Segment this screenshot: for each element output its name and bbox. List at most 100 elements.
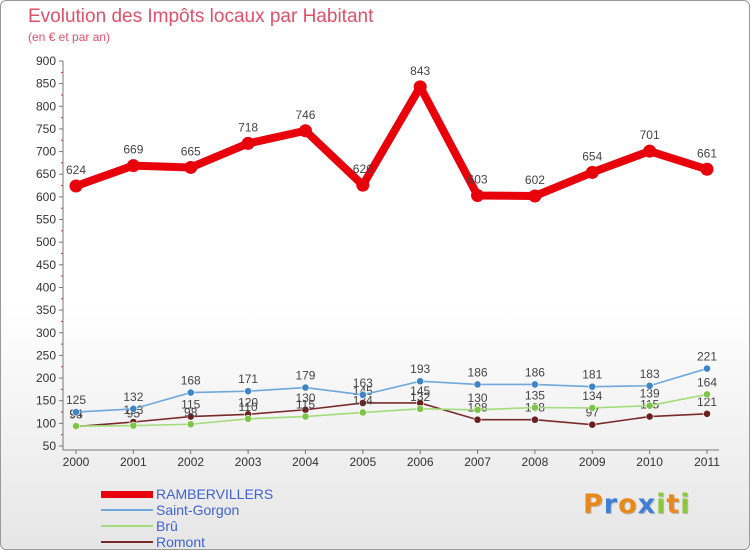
y-tick-label: 350 xyxy=(36,303,56,317)
data-point xyxy=(184,160,198,174)
x-tick-label: 2004 xyxy=(292,455,319,469)
data-point xyxy=(413,80,427,94)
data-point xyxy=(588,420,597,429)
data-label: 121 xyxy=(697,395,717,409)
series-line-br- xyxy=(75,393,708,427)
data-label: 130 xyxy=(295,391,315,405)
y-tick-label: 300 xyxy=(36,326,56,340)
data-label: 193 xyxy=(410,362,430,376)
data-label: 135 xyxy=(525,389,545,403)
data-point xyxy=(645,381,654,390)
data-point xyxy=(129,404,138,413)
logo-letter: P xyxy=(583,489,604,520)
data-point xyxy=(700,162,714,176)
series-line-romont xyxy=(75,402,708,428)
data-point xyxy=(358,399,367,407)
x-tick-label: 2010 xyxy=(636,455,663,469)
data-label: 181 xyxy=(582,368,602,382)
data-label: 624 xyxy=(66,163,86,177)
data-point xyxy=(72,408,80,416)
proxiti-logo: Proxiti xyxy=(583,489,691,520)
data-point xyxy=(186,388,195,397)
data-point xyxy=(703,409,711,418)
chart-title: Evolution des Impôts locaux par Habitant xyxy=(28,6,374,27)
legend-label: Saint-Gorgon xyxy=(156,502,240,518)
data-label: 179 xyxy=(295,369,315,383)
data-point xyxy=(186,412,195,421)
y-tick-label: 50 xyxy=(43,439,57,453)
data-point xyxy=(301,412,310,421)
x-tick-label: 2008 xyxy=(522,455,549,469)
legend: RAMBERVILLERS Saint-Gorgon Brû Romont xyxy=(101,486,273,549)
data-point xyxy=(645,401,654,410)
data-point xyxy=(588,382,597,391)
data-label: 115 xyxy=(181,398,200,412)
y-tick-label: 900 xyxy=(36,54,56,68)
data-point xyxy=(531,415,539,424)
data-point xyxy=(69,179,83,193)
data-point xyxy=(358,390,367,399)
data-point xyxy=(244,387,252,396)
data-point xyxy=(471,189,485,203)
data-point xyxy=(244,414,252,423)
data-point xyxy=(358,408,367,417)
legend-item: Romont xyxy=(101,534,273,549)
data-label: 145 xyxy=(410,384,430,398)
legend-item: RAMBERVILLERS xyxy=(101,486,273,502)
logo-letter: t xyxy=(666,489,681,520)
logo-letter: i xyxy=(656,489,667,520)
data-label: 132 xyxy=(123,390,143,404)
chart-subtitle: (en € et par an) xyxy=(28,30,111,44)
data-point xyxy=(703,390,711,399)
data-label: 110 xyxy=(239,400,258,414)
data-label: 168 xyxy=(181,374,201,388)
x-tick-label: 2009 xyxy=(579,455,606,469)
data-label: 603 xyxy=(468,173,488,187)
x-tick-label: 2005 xyxy=(349,455,376,469)
y-tick-label: 850 xyxy=(36,77,56,91)
data-point xyxy=(129,421,138,430)
legend-swatch xyxy=(101,509,153,511)
series-line-rambervillers xyxy=(72,82,711,200)
data-label: 602 xyxy=(525,173,545,187)
legend-swatch xyxy=(101,490,153,498)
x-tick-label: 2006 xyxy=(407,455,434,469)
data-point xyxy=(588,404,597,412)
data-label: 125 xyxy=(66,393,86,407)
data-label: 221 xyxy=(697,350,717,364)
data-point xyxy=(531,380,539,389)
data-point xyxy=(356,178,370,192)
data-point xyxy=(473,415,482,424)
y-tick-label: 250 xyxy=(36,348,56,362)
data-label: 669 xyxy=(123,143,143,157)
legend-swatch xyxy=(101,525,153,527)
data-point xyxy=(585,165,599,179)
data-label: 134 xyxy=(582,389,602,403)
logo-letter: i xyxy=(680,489,691,520)
data-label: 132 xyxy=(410,390,430,404)
data-label: 130 xyxy=(468,391,488,405)
y-tick-label: 550 xyxy=(36,213,56,227)
data-label: 654 xyxy=(582,149,602,163)
data-point xyxy=(72,422,80,430)
series-line-saint-gorgon xyxy=(75,367,708,413)
data-point xyxy=(126,159,140,173)
data-label: 843 xyxy=(410,64,430,78)
data-label: 186 xyxy=(468,365,488,379)
x-tick-label: 2007 xyxy=(464,455,491,469)
logo-letter: r xyxy=(603,489,619,520)
data-point xyxy=(473,380,482,389)
data-label: 718 xyxy=(238,120,258,134)
legend-swatch xyxy=(101,541,153,543)
y-tick-label: 750 xyxy=(36,122,56,136)
y-tick-label: 650 xyxy=(36,167,56,181)
legend-item: Brû xyxy=(101,518,273,534)
legend-label: Brû xyxy=(156,518,178,534)
data-label: 164 xyxy=(697,375,717,389)
data-point xyxy=(186,420,195,429)
data-point xyxy=(298,124,312,138)
y-tick-label: 450 xyxy=(36,258,56,272)
y-tick-label: 200 xyxy=(36,371,56,385)
